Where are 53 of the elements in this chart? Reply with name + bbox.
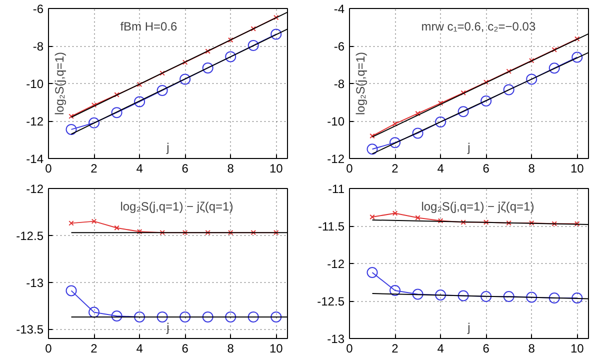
x-tick-label: 2 xyxy=(90,342,98,356)
x-axis-title: j xyxy=(166,320,170,334)
y-tick-label: -13 xyxy=(26,276,44,290)
text: log₂S(j,q=1) − jζ(q=1) xyxy=(421,200,534,214)
x-tick-label: 0 xyxy=(346,342,354,356)
x-tick-label: 0 xyxy=(45,342,52,356)
x-tick-label: 10 xyxy=(269,162,284,176)
x-tick-label: 8 xyxy=(227,342,234,356)
text: fBm H=0.6 xyxy=(120,20,178,34)
text: log₂S(j,q=1) − jζ(q=1) xyxy=(120,200,234,214)
y-tick-label: -12.5 xyxy=(317,294,345,308)
x-axis-title: j xyxy=(466,320,470,334)
y-tick-label: -10 xyxy=(26,77,44,91)
x-axis-title: j xyxy=(466,140,470,154)
x-axis-title: j xyxy=(166,140,170,154)
y-tick-label: -12 xyxy=(327,257,345,271)
x-tick-label: 2 xyxy=(90,162,98,176)
y-tick-label: -6 xyxy=(32,2,44,16)
x-tick-label: 10 xyxy=(269,342,284,356)
y-tick-label: -6 xyxy=(334,40,345,54)
y-tick-label: -11.5 xyxy=(318,220,345,234)
y-tick-label: -8 xyxy=(32,40,44,54)
y-tick-label: -10 xyxy=(327,114,345,128)
y-tick-label: -13.5 xyxy=(16,322,44,337)
y-tick-label: -14 xyxy=(26,152,44,166)
y-tick-label: -11 xyxy=(328,182,345,196)
x-tick-label: 6 xyxy=(482,162,490,176)
y-tick-label: -13 xyxy=(327,332,345,346)
text: mrw c₁=0.6, c₂=−0.03 xyxy=(421,20,536,34)
x-tick-label: 6 xyxy=(482,342,490,356)
y-tick-label: -8 xyxy=(334,77,345,91)
x-tick-label: 6 xyxy=(182,162,189,176)
y-tick-label: -12.5 xyxy=(16,228,44,243)
x-tick-label: 4 xyxy=(437,342,444,356)
x-tick-label: 0 xyxy=(346,162,354,176)
x-tick-label: 2 xyxy=(392,162,399,176)
y-axis-title: log₂S(j,q=1) xyxy=(354,52,368,116)
x-tick-label: 10 xyxy=(570,342,584,356)
x-tick-label: 0 xyxy=(45,162,52,176)
x-tick-label: 4 xyxy=(136,342,144,356)
x-tick-label: 2 xyxy=(392,342,399,356)
x-tick-label: 8 xyxy=(528,162,536,176)
y-tick-label: -4 xyxy=(334,2,345,16)
x-tick-label: 6 xyxy=(182,342,189,356)
x-tick-label: 10 xyxy=(570,162,584,176)
y-axis-title: log₂S(j,q=1) xyxy=(52,52,66,116)
x-tick-label: 8 xyxy=(227,162,234,176)
x-tick-label: 8 xyxy=(528,342,536,356)
x-tick-label: 4 xyxy=(136,162,144,176)
x-tick-label: 4 xyxy=(437,162,444,176)
y-tick-label: -12 xyxy=(26,182,44,196)
y-tick-label: -12 xyxy=(327,152,345,166)
y-tick-label: -12 xyxy=(26,114,44,128)
